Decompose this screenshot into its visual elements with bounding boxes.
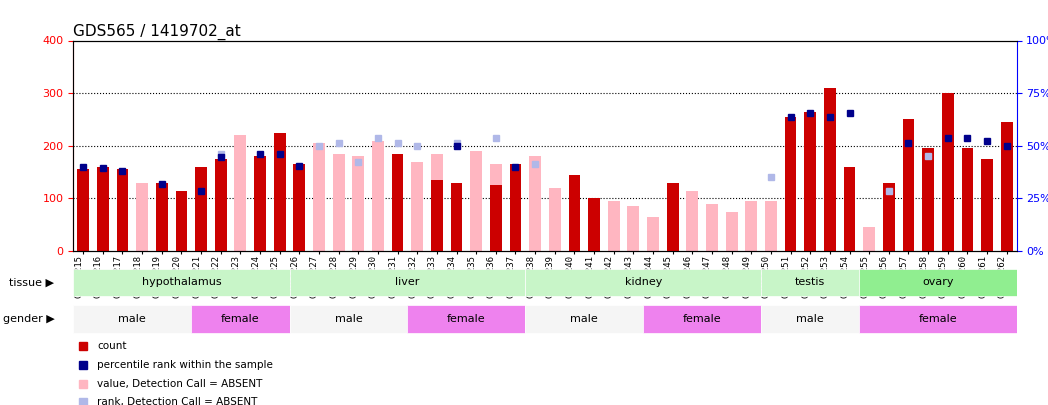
Bar — [471, 151, 482, 251]
Text: count: count — [97, 341, 127, 352]
Bar — [805, 111, 816, 251]
FancyBboxPatch shape — [73, 305, 191, 333]
Bar — [215, 159, 226, 251]
FancyBboxPatch shape — [859, 269, 1017, 296]
Bar — [902, 119, 914, 251]
Bar — [489, 185, 502, 251]
Bar — [97, 167, 109, 251]
Bar — [647, 217, 659, 251]
Text: male: male — [334, 314, 363, 324]
Bar — [451, 183, 462, 251]
Bar — [411, 162, 423, 251]
Text: kidney: kidney — [625, 277, 662, 288]
Bar — [667, 183, 679, 251]
Text: gender ▶: gender ▶ — [3, 314, 54, 324]
Bar — [549, 188, 561, 251]
Text: male: male — [796, 314, 824, 324]
Bar — [882, 183, 895, 251]
FancyBboxPatch shape — [859, 305, 1017, 333]
Bar — [588, 198, 599, 251]
FancyBboxPatch shape — [191, 305, 289, 333]
Bar — [765, 201, 777, 251]
Bar — [882, 188, 895, 251]
Bar — [333, 153, 345, 251]
FancyBboxPatch shape — [761, 305, 859, 333]
Bar — [824, 88, 836, 251]
Bar — [136, 183, 148, 251]
Bar — [509, 164, 522, 251]
Text: male: male — [118, 314, 146, 324]
Bar — [254, 156, 266, 251]
Bar — [864, 228, 875, 251]
FancyBboxPatch shape — [643, 305, 761, 333]
Bar — [313, 143, 325, 251]
Bar — [922, 149, 934, 251]
Bar — [431, 153, 442, 251]
Text: male: male — [570, 314, 598, 324]
Text: ovary: ovary — [922, 277, 954, 288]
Bar — [235, 135, 246, 251]
Bar — [78, 169, 89, 251]
Bar — [116, 169, 128, 251]
Bar — [568, 175, 581, 251]
Bar — [529, 156, 541, 251]
Bar — [686, 191, 698, 251]
Bar — [352, 156, 364, 251]
FancyBboxPatch shape — [525, 305, 643, 333]
FancyBboxPatch shape — [761, 269, 859, 296]
Text: testis: testis — [795, 277, 826, 288]
Bar — [372, 141, 384, 251]
Bar — [176, 191, 188, 251]
Bar — [274, 133, 285, 251]
Bar — [844, 167, 855, 251]
Bar — [156, 183, 168, 251]
FancyBboxPatch shape — [289, 269, 525, 296]
Text: GDS565 / 1419702_at: GDS565 / 1419702_at — [73, 24, 241, 40]
Text: value, Detection Call = ABSENT: value, Detection Call = ABSENT — [97, 379, 262, 389]
FancyBboxPatch shape — [408, 305, 525, 333]
Bar — [392, 153, 403, 251]
Bar — [745, 201, 758, 251]
Bar — [981, 159, 994, 251]
Bar — [628, 207, 639, 251]
FancyBboxPatch shape — [289, 305, 408, 333]
Bar — [706, 204, 718, 251]
Bar — [942, 93, 954, 251]
Bar — [293, 164, 305, 251]
Bar — [785, 117, 796, 251]
Bar — [195, 167, 206, 251]
Bar — [1001, 122, 1012, 251]
Bar — [667, 191, 679, 251]
Bar — [489, 164, 502, 251]
Text: liver: liver — [395, 277, 419, 288]
Text: tissue ▶: tissue ▶ — [9, 277, 54, 288]
Text: rank, Detection Call = ABSENT: rank, Detection Call = ABSENT — [97, 397, 258, 405]
Bar — [962, 149, 974, 251]
Text: hypothalamus: hypothalamus — [141, 277, 221, 288]
Text: female: female — [683, 314, 721, 324]
Text: female: female — [221, 314, 260, 324]
Bar — [608, 201, 619, 251]
Text: female: female — [447, 314, 485, 324]
FancyBboxPatch shape — [525, 269, 761, 296]
Text: female: female — [919, 314, 957, 324]
FancyBboxPatch shape — [73, 269, 289, 296]
Bar — [431, 180, 442, 251]
Bar — [726, 211, 738, 251]
Text: percentile rank within the sample: percentile rank within the sample — [97, 360, 272, 370]
